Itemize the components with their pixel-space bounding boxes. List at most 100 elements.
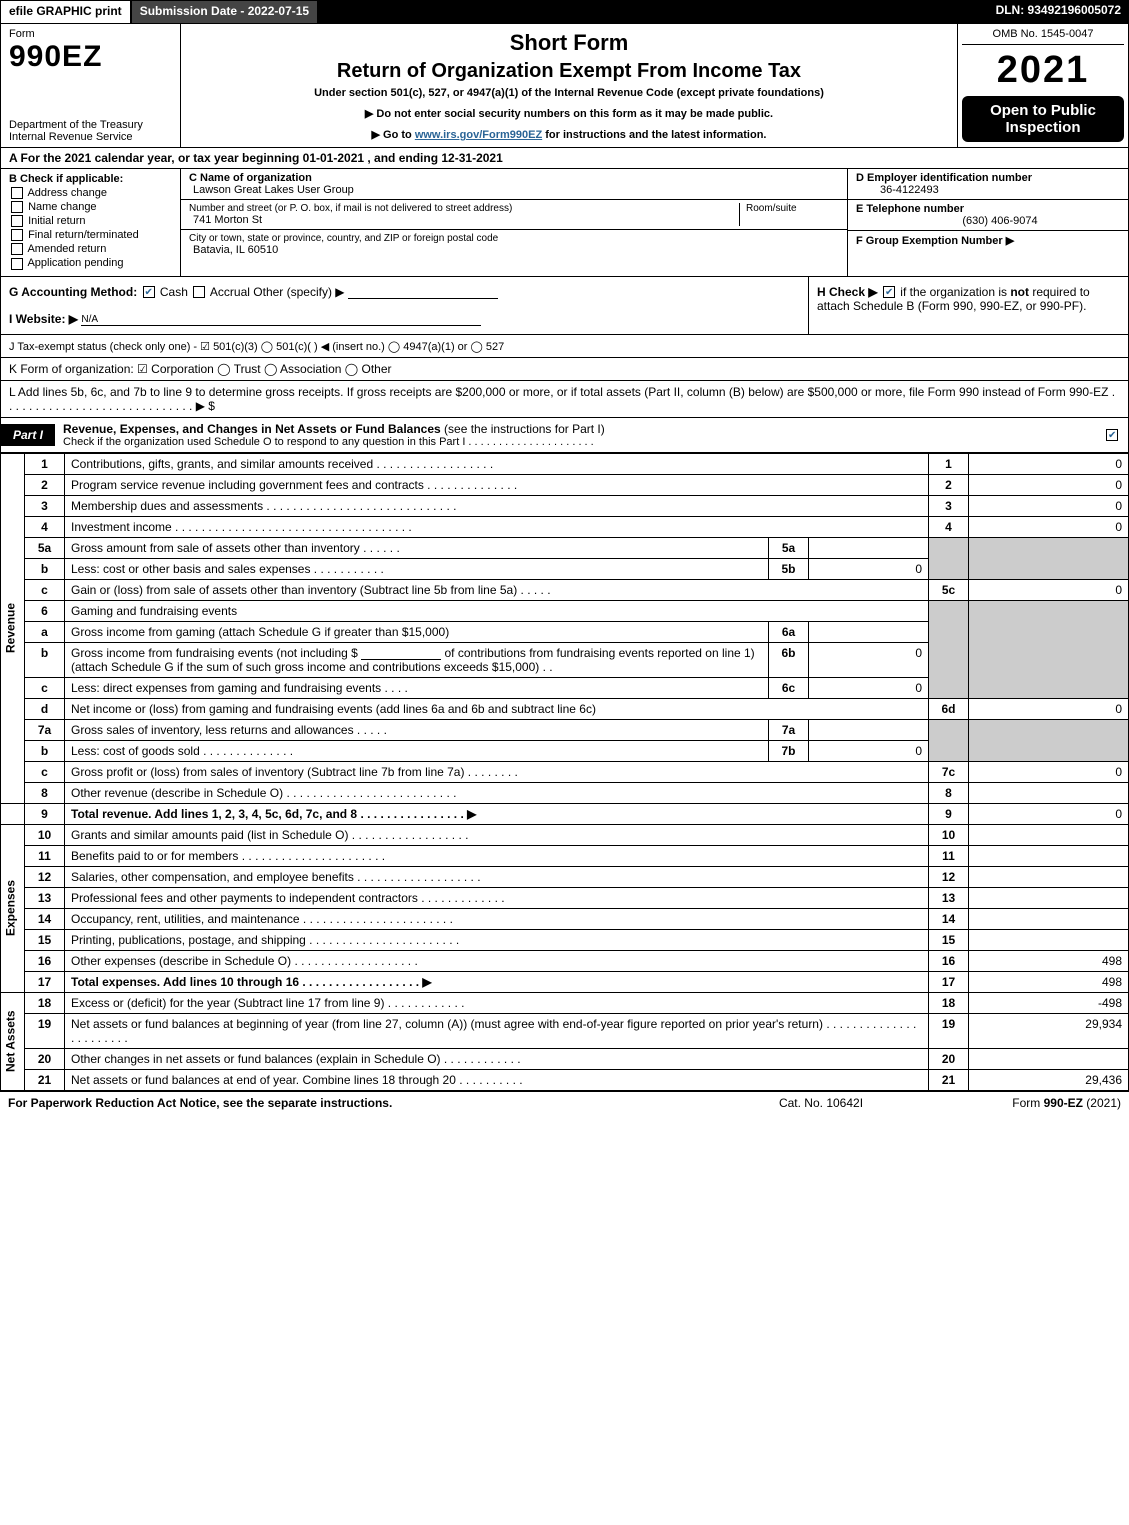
rn: 7c xyxy=(929,761,969,782)
spacer xyxy=(318,0,987,24)
expenses-label: Expenses xyxy=(1,824,25,992)
ln: d xyxy=(25,698,65,719)
cb-label: Application pending xyxy=(27,257,123,269)
line-8-desc: Other revenue (describe in Schedule O) .… xyxy=(65,782,929,803)
rn: 17 xyxy=(929,971,969,992)
cash-label: Cash xyxy=(160,285,188,299)
line-5b-desc: Less: cost or other basis and sales expe… xyxy=(65,558,769,579)
short-form-title: Short Form xyxy=(187,30,951,56)
rn: 2 xyxy=(929,474,969,495)
h-label: H Check ▶ xyxy=(817,285,878,299)
line-7b-subval: 0 xyxy=(809,740,929,761)
cb-final-return[interactable]: Final return/terminated xyxy=(9,229,172,241)
other-input[interactable] xyxy=(348,298,498,299)
ln: 18 xyxy=(25,992,65,1013)
goto-pre: ▶ Go to xyxy=(372,129,415,141)
rn: 15 xyxy=(929,929,969,950)
revenue-label: Revenue xyxy=(1,453,25,803)
cb-accrual[interactable] xyxy=(193,286,205,298)
cb-schedule-o[interactable] xyxy=(1106,429,1118,441)
line-6c-subval: 0 xyxy=(809,677,929,698)
rn: 9 xyxy=(929,803,969,824)
part1-header: Part I Revenue, Expenses, and Changes in… xyxy=(0,418,1129,453)
section-b-label: B Check if applicable: xyxy=(9,173,172,185)
city-label: City or town, state or province, country… xyxy=(189,233,839,244)
line-l: L Add lines 5b, 6c, and 7b to line 9 to … xyxy=(0,381,1129,418)
section-h: H Check ▶ if the organization is not req… xyxy=(808,277,1128,334)
header-center: Short Form Return of Organization Exempt… xyxy=(181,24,958,147)
cb-schedule-b[interactable] xyxy=(883,286,895,298)
line-6b-subval: 0 xyxy=(809,642,929,677)
line-7b-desc: Less: cost of goods sold . . . . . . . .… xyxy=(65,740,769,761)
ln: 7a xyxy=(25,719,65,740)
rn: 8 xyxy=(929,782,969,803)
netassets-label: Net Assets xyxy=(1,992,25,1090)
cb-application-pending[interactable]: Application pending xyxy=(9,257,172,269)
line-11-val xyxy=(969,845,1129,866)
website-value: N/A xyxy=(81,314,98,325)
cb-name-change[interactable]: Name change xyxy=(9,201,172,213)
grey-cell xyxy=(929,537,969,579)
cb-cash[interactable] xyxy=(143,286,155,298)
ln: 12 xyxy=(25,866,65,887)
cb-label: Name change xyxy=(28,201,97,213)
cb-initial-return[interactable]: Initial return xyxy=(9,215,172,227)
ln: 21 xyxy=(25,1069,65,1090)
cb-amended-return[interactable]: Amended return xyxy=(9,243,172,255)
footer-form-pre: Form xyxy=(1012,1096,1043,1110)
ln: 1 xyxy=(25,453,65,474)
rn: 18 xyxy=(929,992,969,1013)
ln: c xyxy=(25,579,65,600)
section-g-i: G Accounting Method: Cash Accrual Other … xyxy=(1,277,808,334)
rn: 4 xyxy=(929,516,969,537)
line-8-val xyxy=(969,782,1129,803)
accrual-label: Accrual xyxy=(210,285,250,299)
line-a: A For the 2021 calendar year, or tax yea… xyxy=(0,148,1129,169)
line-11-desc: Benefits paid to or for members . . . . … xyxy=(65,845,929,866)
header-right: OMB No. 1545-0047 2021 Open to Public In… xyxy=(958,24,1128,147)
gh-row: G Accounting Method: Cash Accrual Other … xyxy=(0,277,1129,335)
line-18-val: -498 xyxy=(969,992,1129,1013)
ln: 6 xyxy=(25,600,65,621)
main-title: Return of Organization Exempt From Incom… xyxy=(187,60,951,83)
line-7c-val: 0 xyxy=(969,761,1129,782)
line-21-val: 29,436 xyxy=(969,1069,1129,1090)
footer-form-num: 990-EZ xyxy=(1044,1096,1083,1110)
cb-address-change[interactable]: Address change xyxy=(9,187,172,199)
sn: 6a xyxy=(769,621,809,642)
line-2-desc: Program service revenue including govern… xyxy=(65,474,929,495)
line-14-desc: Occupancy, rent, utilities, and maintena… xyxy=(65,908,929,929)
ln: 10 xyxy=(25,824,65,845)
street-label: Number and street (or P. O. box, if mail… xyxy=(189,203,739,214)
line-13-desc: Professional fees and other payments to … xyxy=(65,887,929,908)
line-9-desc: Total revenue. Add lines 1, 2, 3, 4, 5c,… xyxy=(65,803,929,824)
efile-print-button[interactable]: efile GRAPHIC print xyxy=(0,0,131,24)
form-header: Form 990EZ Department of the Treasury In… xyxy=(0,24,1129,148)
line-5a-subval xyxy=(809,537,929,558)
ein: 36-4122493 xyxy=(880,184,1120,196)
ln: b xyxy=(25,558,65,579)
footer-left: For Paperwork Reduction Act Notice, see … xyxy=(8,1096,721,1110)
ln: 9 xyxy=(25,803,65,824)
line-17-val: 498 xyxy=(969,971,1129,992)
line-9-val: 0 xyxy=(969,803,1129,824)
line-21-desc: Net assets or fund balances at end of ye… xyxy=(65,1069,929,1090)
line-12-val xyxy=(969,866,1129,887)
line-16-val: 498 xyxy=(969,950,1129,971)
section-c: C Name of organization Lawson Great Lake… xyxy=(181,169,848,276)
irs-link[interactable]: www.irs.gov/Form990EZ xyxy=(415,129,542,141)
rn: 14 xyxy=(929,908,969,929)
group-exemption-label: F Group Exemption Number ▶ xyxy=(856,235,1014,247)
room-label: Room/suite xyxy=(746,203,839,214)
part1-see: (see the instructions for Part I) xyxy=(444,422,605,436)
goto-line: ▶ Go to www.irs.gov/Form990EZ for instru… xyxy=(187,128,951,141)
ln: 16 xyxy=(25,950,65,971)
goto-post: for instructions and the latest informat… xyxy=(545,129,766,141)
rn: 10 xyxy=(929,824,969,845)
sn: 7a xyxy=(769,719,809,740)
rn: 13 xyxy=(929,887,969,908)
line-6a-desc: Gross income from gaming (attach Schedul… xyxy=(65,621,769,642)
line-6a-subval xyxy=(809,621,929,642)
cb-label: Amended return xyxy=(27,243,106,255)
cb-label: Address change xyxy=(27,187,107,199)
